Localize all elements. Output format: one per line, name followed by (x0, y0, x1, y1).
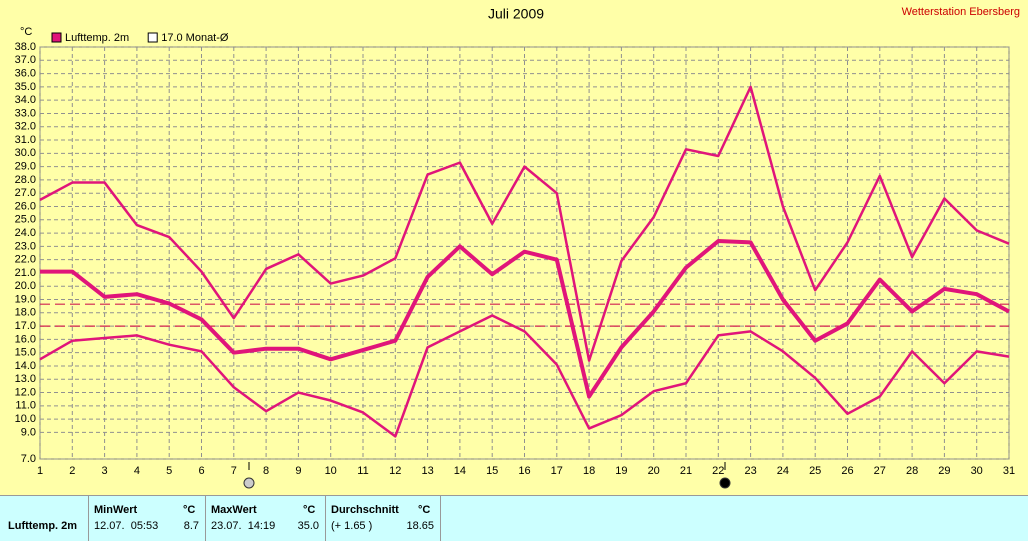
y-tick-label: 38.0 (15, 41, 36, 53)
y-tick-label: 10.0 (15, 413, 36, 425)
y-tick-label: 24.0 (15, 227, 36, 239)
column-unit: °C (183, 504, 196, 516)
legend-label: 17.0 Monat-Ø (161, 32, 229, 44)
y-unit: °C (20, 26, 32, 38)
y-tick-label: 11.0 (15, 400, 36, 412)
x-tick-label: 2 (69, 465, 75, 477)
x-tick-label: 18 (583, 465, 595, 477)
x-tick-label: 3 (102, 465, 108, 477)
column-separator (88, 496, 89, 541)
x-tick-label: 31 (1003, 465, 1015, 477)
x-tick-label: 8 (263, 465, 269, 477)
series-line (40, 239, 1010, 399)
x-tick-label: 10 (325, 465, 337, 477)
y-tick-label: 25.0 (15, 214, 36, 226)
x-tick-label: 12 (389, 465, 401, 477)
x-tick-label: 28 (906, 465, 918, 477)
column-when: 12.07. 05:53 (94, 520, 159, 532)
y-tick-label: 13.0 (15, 373, 36, 385)
x-tick-label: 1 (37, 465, 43, 477)
x-tick-label: 11 (357, 465, 368, 477)
column-when: (+ 1.65 ) (331, 520, 373, 532)
y-tick-label: 31.0 (15, 134, 36, 146)
x-tick-label: 24 (777, 465, 789, 477)
x-tick-label: 30 (971, 465, 983, 477)
column-unit: °C (418, 504, 431, 516)
y-tick-label: 18.0 (15, 307, 36, 319)
x-tick-label: 9 (295, 465, 301, 477)
x-tick-label: 4 (134, 465, 140, 477)
column-header: MinWert (94, 504, 138, 516)
x-tick-label: 21 (680, 465, 692, 477)
y-tick-label: 36.0 (15, 67, 36, 79)
chart: Juli 2009 Wetterstation Ebersberg °C 7.0… (15, 6, 1020, 489)
y-tick-label: 7.0 (21, 453, 36, 465)
x-tick-label: 22 (712, 465, 724, 477)
x-tick-label: 27 (874, 465, 886, 477)
x-tick-label: 25 (809, 465, 821, 477)
column-header: MaxWert (211, 504, 257, 516)
moon-icon (243, 477, 255, 489)
x-tick-label: 19 (615, 465, 627, 477)
y-tick-label: 17.0 (15, 320, 36, 332)
y-tick-label: 35.0 (15, 81, 36, 93)
series-line (39, 85, 1010, 362)
y-tick-label: 15.0 (15, 347, 36, 359)
column-header: Durchschnitt (331, 504, 399, 516)
y-tick-label: 19.0 (15, 293, 36, 305)
y-tick-label: 27.0 (15, 187, 36, 199)
y-tick-label: 16.0 (15, 333, 36, 345)
x-tick-label: 5 (166, 465, 172, 477)
y-tick-label: 30.0 (15, 147, 36, 159)
chart-title: Juli 2009 (488, 6, 544, 22)
y-tick-label: 34.0 (15, 94, 36, 106)
moon-icon (719, 477, 731, 489)
x-tick-label: 20 (648, 465, 660, 477)
column-value: 35.0 (297, 520, 319, 532)
series-line (39, 314, 1010, 438)
stats-table: Lufttemp. 2m MinWert °C 12.07. 05:53 8.7 Max… (0, 495, 1028, 541)
y-tick-label: 26.0 (15, 200, 36, 212)
x-tick-label: 26 (841, 465, 853, 477)
x-tick-label: 15 (486, 465, 498, 477)
y-tick-label: 12.0 (15, 386, 36, 398)
legend-swatch (51, 32, 62, 43)
y-tick-label: 23.0 (15, 240, 36, 252)
legend-swatch (147, 32, 158, 43)
column-value: 8.7 (183, 520, 199, 532)
row-label: Lufttemp. 2m (8, 520, 78, 532)
column-unit: °C (303, 504, 316, 516)
y-tick-label: 28.0 (15, 174, 36, 186)
y-tick-label: 22.0 (15, 254, 36, 266)
legend-label: Lufttemp. 2m (65, 32, 129, 44)
y-tick-label: 21.0 (15, 267, 36, 279)
y-tick-label: 37.0 (15, 54, 36, 66)
column-separator (440, 496, 441, 541)
column-separator (325, 496, 326, 541)
x-tick-label: 16 (518, 465, 530, 477)
column-value: 18.65 (406, 520, 434, 532)
y-tick-label: 14.0 (15, 360, 36, 372)
x-tick-label: 6 (198, 465, 204, 477)
x-tick-label: 14 (454, 465, 466, 477)
x-tick-label: 7 (231, 465, 237, 477)
column-separator (205, 496, 206, 541)
y-tick-label: 20.0 (15, 280, 36, 292)
y-tick-label: 29.0 (15, 161, 36, 173)
x-tick-label: 29 (938, 465, 950, 477)
y-tick-label: 33.0 (15, 107, 36, 119)
y-tick-label: 32.0 (15, 121, 36, 133)
station-name: Wetterstation Ebersberg (902, 6, 1020, 18)
x-tick-label: 13 (421, 465, 433, 477)
column-when: 23.07. 14:19 (211, 520, 276, 532)
x-tick-label: 23 (744, 465, 756, 477)
x-tick-label: 17 (551, 465, 563, 477)
y-tick-label: 9.0 (21, 426, 36, 438)
